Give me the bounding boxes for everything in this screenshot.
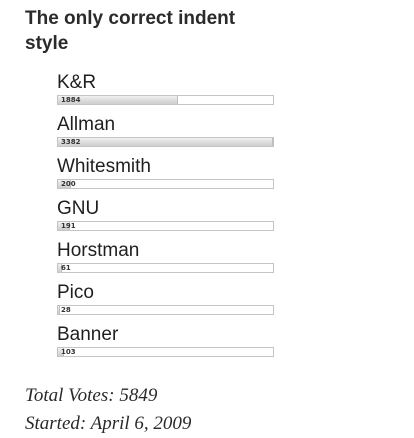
option-label: K&R [57,72,97,93]
poll-option-kr: K&R 1884 [57,72,414,114]
vote-bar-fill [58,222,71,230]
vote-bar-fill [58,264,62,272]
vote-bar-fill [58,138,273,146]
vote-count: 103 [61,348,76,356]
poll-footer: Total Votes: 5849 Started: April 6, 2009 [25,382,414,438]
poll-option-pico: Pico 28 [57,282,414,324]
vote-count: 3382 [61,138,81,146]
vote-bar-fill [58,96,178,104]
vote-count: 28 [61,306,71,314]
vote-bar-fill [58,180,71,188]
option-label: Pico [57,282,94,303]
option-label: Allman [57,114,116,135]
vote-bar: 28 [57,305,274,315]
vote-bar: 1884 [57,95,274,105]
poll-options: K&R 1884 Allman 3382 Whitesmith 200 GNU [57,72,414,366]
vote-bar: 200 [57,179,274,189]
option-label: GNU [57,198,100,219]
poll-option-horstman: Horstman 61 [57,240,414,282]
started-date: Started: April 6, 2009 [25,413,192,434]
vote-bar: 3382 [57,137,274,147]
vote-count: 191 [61,222,76,230]
vote-bar: 191 [57,221,274,231]
poll-option-allman: Allman 3382 [57,114,414,156]
poll-widget: The only correct indent style K&R 1884 A… [25,6,414,438]
option-label: Banner [57,324,119,345]
poll-option-whitesmith: Whitesmith 200 [57,156,414,198]
total-votes: Total Votes: 5849 [25,385,158,406]
poll-title: The only correct indent style [25,8,236,54]
vote-bar: 61 [57,263,274,273]
vote-bar-fill [58,306,60,314]
vote-count: 61 [61,264,71,272]
vote-bar: 103 [57,347,274,357]
vote-count: 1884 [61,96,81,104]
option-label: Whitesmith [57,156,151,177]
option-label: Horstman [57,240,140,261]
poll-option-gnu: GNU 191 [57,198,414,240]
vote-count: 200 [61,180,76,188]
vote-bar-fill [58,348,65,356]
poll-option-banner: Banner 103 [57,324,414,366]
